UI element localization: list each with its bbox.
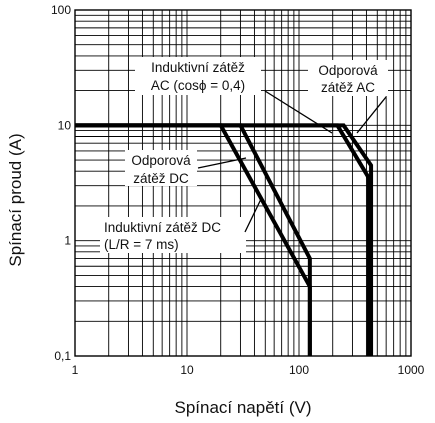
x-axis-label: Spínací napětí (V)	[174, 398, 311, 417]
y-axis-label: Spínací proud (A)	[6, 133, 25, 266]
leader-resistive-ac	[356, 96, 387, 134]
series-line-3	[75, 123, 371, 356]
plot-frame	[74, 9, 412, 357]
series-group	[75, 123, 374, 356]
y-tick-label-1: 1	[64, 234, 71, 248]
x-tick-label-0: 1	[72, 363, 79, 377]
annotation-inductive-ac-line1: Induktivní zátěž	[151, 60, 245, 75]
annotation-inductive-ac: Induktivní zátěž AC (cosϕ = 0,4)	[135, 57, 261, 95]
leader-resistive-dc	[197, 157, 247, 169]
annotation-resistive-dc: Odporová zátěž DC	[125, 150, 197, 186]
annotation-resistive-ac: Odporová zátěž AC	[308, 60, 388, 96]
leader-inductive-ac	[264, 90, 333, 134]
y-tick-label-3: 100	[51, 3, 71, 17]
y-tick-label-0: 0,1	[54, 349, 71, 363]
annotation-inductive-ac-line2: AC (cosϕ = 0,4)	[151, 78, 245, 93]
x-tick-label-3: 1000	[398, 363, 425, 377]
annotation-resistive-dc-line1: Odporová	[131, 153, 191, 168]
annotation-resistive-ac-line1: Odporová	[318, 63, 378, 78]
annotation-resistive-dc-line2: zátěž DC	[133, 171, 189, 186]
annotation-inductive-dc-line1: Induktivní zátěž DC	[104, 220, 221, 235]
leader-inductive-dc	[244, 196, 263, 233]
annotation-inductive-dc: Induktivní zátěž DC (L/R = 7 ms)	[100, 217, 246, 253]
y-tick-label-2: 10	[58, 118, 72, 132]
annotation-inductive-dc-line2: (L/R = 7 ms)	[104, 237, 179, 252]
x-tick-label-2: 100	[289, 363, 309, 377]
annotation-resistive-ac-line2: zátěž AC	[321, 80, 375, 95]
x-tick-label-1: 10	[180, 363, 194, 377]
